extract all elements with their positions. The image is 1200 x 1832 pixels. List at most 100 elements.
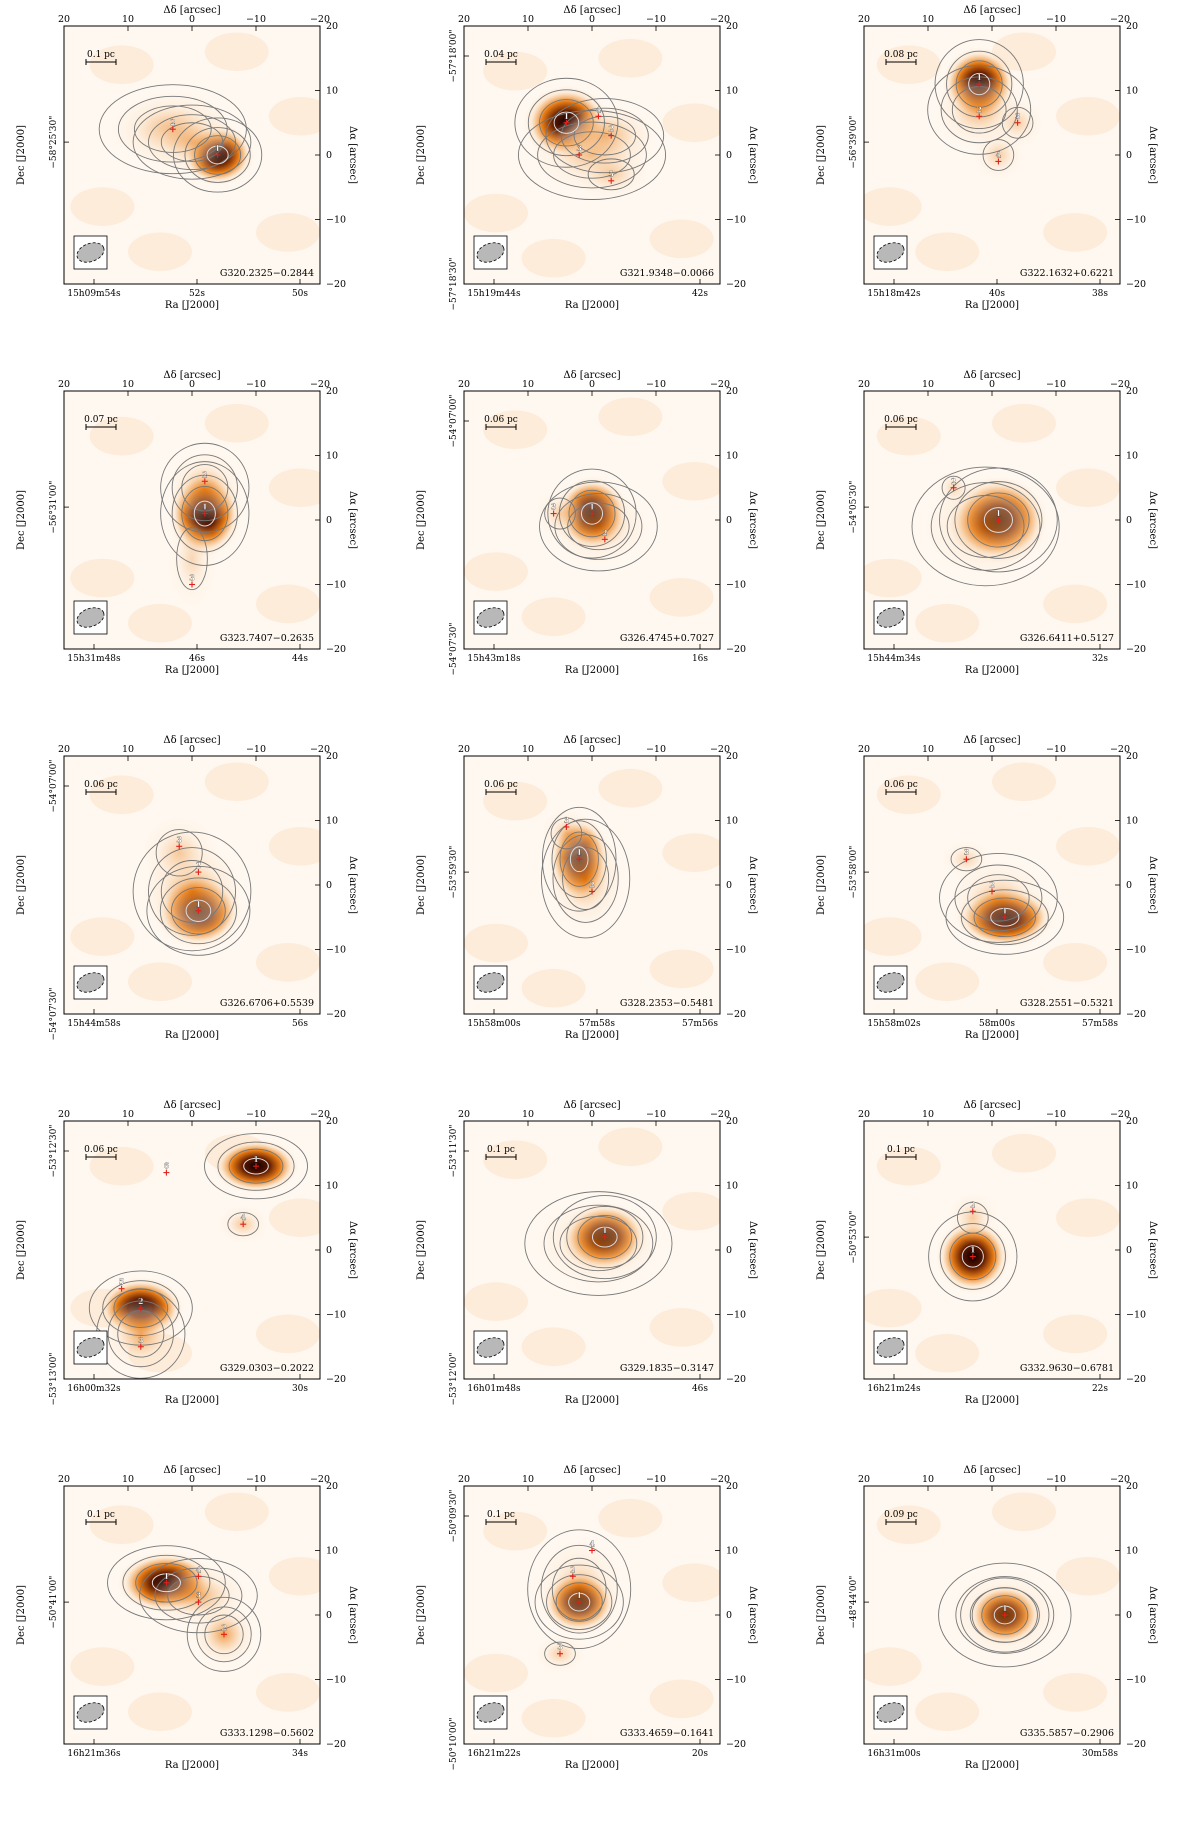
offset-tick-top: −20 xyxy=(710,1109,730,1120)
background-emission xyxy=(70,917,135,956)
dec-tick-label: −50°53'00" xyxy=(849,1211,859,1264)
offset-tick-top: 0 xyxy=(589,744,595,755)
contour-line xyxy=(517,110,667,200)
source-marker: 3 xyxy=(563,815,570,830)
offset-tick-right: −10 xyxy=(726,580,746,591)
source-id: 5 xyxy=(119,1277,125,1287)
offset-tick-top: 10 xyxy=(522,1474,534,1485)
offset-tick-right: 0 xyxy=(1126,880,1132,891)
background-emission xyxy=(864,558,922,598)
ra-tick-label: 44s xyxy=(292,654,308,664)
panel-15: 1 0.09 pc G335.5857−0.2906 20 10 0 −10 −20 20 10 0… xyxy=(800,1460,1200,1825)
axis-label-bottom: Ra [J2000] xyxy=(165,1760,219,1771)
contour-line xyxy=(938,1562,1072,1668)
contour-line xyxy=(113,1288,169,1328)
beam-box xyxy=(473,235,508,270)
background-emission xyxy=(256,943,320,982)
contour-line xyxy=(204,1614,244,1655)
ra-tick-label: 15h58m00s xyxy=(467,1019,521,1029)
offset-tick-top: 20 xyxy=(58,1109,70,1120)
contour-line xyxy=(551,1557,607,1621)
source-id: 1 xyxy=(970,1244,976,1254)
source-name: G329.0303−0.2022 xyxy=(220,1363,314,1374)
ra-tick-label: 15h44m58s xyxy=(67,1019,121,1029)
contour-line xyxy=(562,847,610,910)
contour-line xyxy=(160,122,224,162)
dec-tick-label: −56°31'00" xyxy=(49,481,59,534)
background-emission xyxy=(662,1191,720,1231)
source-marker: 1 xyxy=(214,143,221,158)
offset-tick-right: 0 xyxy=(326,150,332,161)
scale-bar xyxy=(485,789,517,795)
contour-line xyxy=(939,852,1058,943)
axis-label-top: Δδ [arcsec] xyxy=(563,5,620,16)
dec-tick-label: −53°11'30" xyxy=(449,1124,459,1177)
ra-tick-label: 16h31m00s xyxy=(867,1749,921,1759)
axis-label-top: Δδ [arcsec] xyxy=(163,1465,220,1476)
source-marker: 2 xyxy=(201,469,208,485)
offset-tick-top: 20 xyxy=(458,1474,470,1485)
contour-line xyxy=(939,1223,1006,1290)
axis-label-right: Δα [arcsec] xyxy=(347,856,358,914)
source-id: 2 xyxy=(202,469,208,479)
source-marker: 4 xyxy=(595,104,602,120)
contour-line xyxy=(982,139,1015,171)
contour-line xyxy=(577,1214,633,1260)
offset-tick-right: −20 xyxy=(726,279,746,290)
offset-tick-right: 20 xyxy=(726,1481,738,1492)
dec-tick-label: −57°18'00" xyxy=(449,29,459,82)
contour-line xyxy=(540,818,631,939)
panel-5: 1 2 3 0.06 pc G326.4745+0.7027 20 10 0 −10 −20 20 1… xyxy=(400,365,800,730)
panel-svg: 1 2 3 4 5 6 0.06 pc G329.0303−0.2022 20 10 0 −10 −20… xyxy=(16,1100,358,1406)
background-emission xyxy=(89,1146,154,1186)
background-emission xyxy=(992,1492,1056,1532)
ra-tick-label: 22s xyxy=(1092,1384,1108,1394)
background-emission xyxy=(128,962,192,1002)
offset-tick-top: 0 xyxy=(189,14,195,25)
source-id: 1 xyxy=(976,72,982,82)
offset-tick-right: 0 xyxy=(726,1245,732,1256)
background-emission xyxy=(521,238,586,278)
source-marker: 2 xyxy=(601,527,608,543)
axis-label-left: Dec [J2000] xyxy=(816,490,827,550)
source-marker: 1 xyxy=(253,1154,259,1170)
contour-line xyxy=(172,117,263,193)
offset-tick-right: −10 xyxy=(726,1675,746,1686)
contour-line xyxy=(117,95,228,163)
contour-line xyxy=(133,105,212,153)
panel-9: 1 2 3 0.06 pc G328.2551−0.5321 20 10 0 −10 −20 20 1… xyxy=(800,730,1200,1095)
axis-label-top: Δδ [arcsec] xyxy=(963,1100,1020,1111)
dec-tick-label: −54°07'00" xyxy=(49,759,59,812)
axis-label-top: Δδ [arcsec] xyxy=(963,370,1020,381)
offset-tick-right: −20 xyxy=(1126,1374,1146,1385)
dec-tick-label: −53°12'30" xyxy=(49,1124,59,1177)
offset-tick-top: 20 xyxy=(458,1109,470,1120)
peak-contour xyxy=(580,502,604,525)
contour-line xyxy=(514,77,619,168)
emission-core xyxy=(948,1193,998,1243)
panel-2: 1 2 3 4 5 0.04 pc G321.9348−0.0066 20 10 0 −10 −20 2… xyxy=(400,0,800,365)
ra-tick-label: 16h21m24s xyxy=(867,1384,921,1394)
offset-tick-right: −20 xyxy=(726,1739,746,1750)
background-emission xyxy=(256,213,320,252)
offset-tick-top: 10 xyxy=(122,14,134,25)
source-name: G322.1632+0.6221 xyxy=(1020,268,1114,279)
offset-tick-top: 10 xyxy=(122,1474,134,1485)
contour-line xyxy=(981,1595,1029,1635)
dec-tick-label: −50°41'00" xyxy=(49,1576,59,1629)
source-name: G326.6411+0.5127 xyxy=(1020,633,1114,644)
offset-tick-top: 10 xyxy=(522,744,534,755)
source-name: G329.1835−0.3147 xyxy=(620,1363,714,1374)
contour-line xyxy=(551,820,607,899)
axis-label-right: Δα [arcsec] xyxy=(1147,1221,1158,1279)
source-marker: 3 xyxy=(963,847,970,863)
scale-bar xyxy=(885,59,917,65)
contour-line xyxy=(541,806,617,912)
source-marker: 2 xyxy=(950,476,957,491)
source-marker: 6 xyxy=(163,1160,170,1176)
ra-tick-label: 57m58s xyxy=(579,1019,615,1029)
offset-tick-top: −20 xyxy=(1110,744,1130,755)
offset-tick-top: −10 xyxy=(1046,379,1066,390)
